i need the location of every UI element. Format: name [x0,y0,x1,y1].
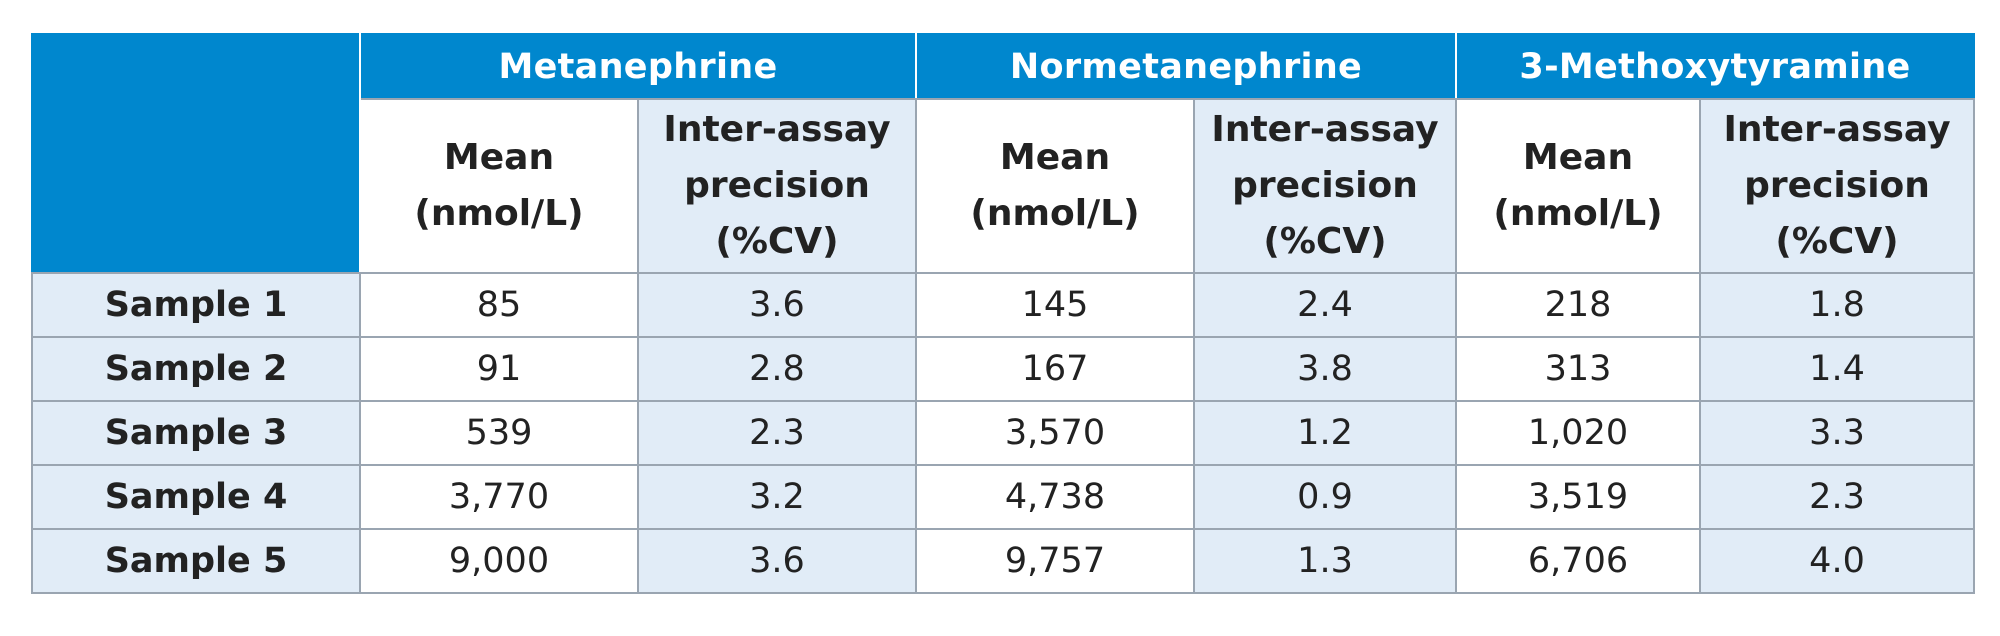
precision-cell: 3.2 [637,464,917,530]
sub-header-precision-line3: (%CV) [715,221,839,262]
sub-header-precision-line2: precision [1232,165,1418,206]
precision-cell: 3.8 [1192,336,1458,402]
sub-header-precision-line2: precision [684,165,870,206]
precision-cell: 0.9 [1192,464,1458,530]
row-label: Sample 4 [31,464,361,530]
precision-cell: 4.0 [1699,528,1976,594]
precision-cell: 3.6 [637,272,917,338]
mean-cell: 3,519 [1455,464,1702,530]
mean-cell: 167 [915,336,1195,402]
sub-header-mean-line1: Mean [443,137,555,178]
precision-cell: 1.4 [1699,336,1976,402]
table-container: Metanephrine Normetanephrine 3-Methoxyty… [31,33,1976,594]
row-label: Sample 1 [31,272,361,338]
mean-cell: 313 [1455,336,1702,402]
sub-header-precision-line1: Inter-assay [1723,109,1951,150]
precision-cell: 1.8 [1699,272,1976,338]
table-row: Sample 1 85 3.6 145 2.4 218 1.8 [31,272,1976,338]
sub-header-precision: Inter-assay precision (%CV) [1699,98,1976,274]
sub-header-mean-line1: Mean [1522,137,1634,178]
group-header-3-methoxytyramine: 3-Methoxytyramine [1455,33,1976,100]
sub-header-precision-line2: precision [1744,165,1930,206]
mean-cell: 6,706 [1455,528,1702,594]
sub-header-mean-line2: (nmol/L) [1493,193,1663,234]
sub-header-mean: Mean (nmol/L) [359,98,639,274]
row-label: Sample 3 [31,400,361,466]
mean-cell: 9,000 [359,528,639,594]
mean-cell: 539 [359,400,639,466]
sub-header-mean-line2: (nmol/L) [970,193,1140,234]
group-header-normetanephrine: Normetanephrine [914,33,1458,100]
mean-cell: 1,020 [1455,400,1702,466]
mean-cell: 4,738 [915,464,1195,530]
row-label: Sample 5 [31,528,361,594]
sub-header-precision-line3: (%CV) [1263,221,1387,262]
table-row: Sample 3 539 2.3 3,570 1.2 1,020 3.3 [31,400,1976,466]
precision-cell: 2.4 [1192,272,1458,338]
precision-cell: 2.3 [1699,464,1976,530]
mean-cell: 9,757 [915,528,1195,594]
sub-header-mean-line1: Mean [999,137,1111,178]
table-body: Sample 1 85 3.6 145 2.4 218 1.8 Sample 2 91 2.8 16… [31,272,1976,594]
sub-header-precision-line1: Inter-assay [663,109,891,150]
table-row: Sample 2 91 2.8 167 3.8 313 1.4 [31,336,1976,402]
sub-header-precision-line1: Inter-assay [1211,109,1439,150]
group-header-row: Metanephrine Normetanephrine 3-Methoxyty… [31,33,1976,274]
table-row: Sample 4 3,770 3.2 4,738 0.9 3,519 2.3 [31,464,1976,530]
sub-header-precision: Inter-assay precision (%CV) [1192,98,1458,274]
precision-cell: 1.2 [1192,400,1458,466]
mean-cell: 91 [359,336,639,402]
sub-header-mean: Mean (nmol/L) [915,98,1195,274]
precision-cell: 3.3 [1699,400,1976,466]
sub-header-precision: Inter-assay precision (%CV) [637,98,917,274]
sub-header-mean-line2: (nmol/L) [414,193,584,234]
sub-header-row: Mean (nmol/L) Inter-assay precision (%CV… [32,98,1976,274]
sub-header-precision-line3: (%CV) [1775,221,1899,262]
precision-cell: 2.3 [637,400,917,466]
precision-cell: 2.8 [637,336,917,402]
table-row: Sample 5 9,000 3.6 9,757 1.3 6,706 4.0 [31,528,1976,594]
row-label: Sample 2 [31,336,361,402]
mean-cell: 218 [1455,272,1702,338]
precision-cell: 1.3 [1192,528,1458,594]
sub-header-mean: Mean (nmol/L) [1455,98,1702,274]
corner-cell [31,33,361,274]
precision-cell: 3.6 [637,528,917,594]
mean-cell: 85 [359,272,639,338]
mean-cell: 3,570 [915,400,1195,466]
group-header-metanephrine: Metanephrine [359,33,917,100]
precision-table: Metanephrine Normetanephrine 3-Methoxyty… [31,33,1976,594]
mean-cell: 145 [915,272,1195,338]
mean-cell: 3,770 [359,464,639,530]
